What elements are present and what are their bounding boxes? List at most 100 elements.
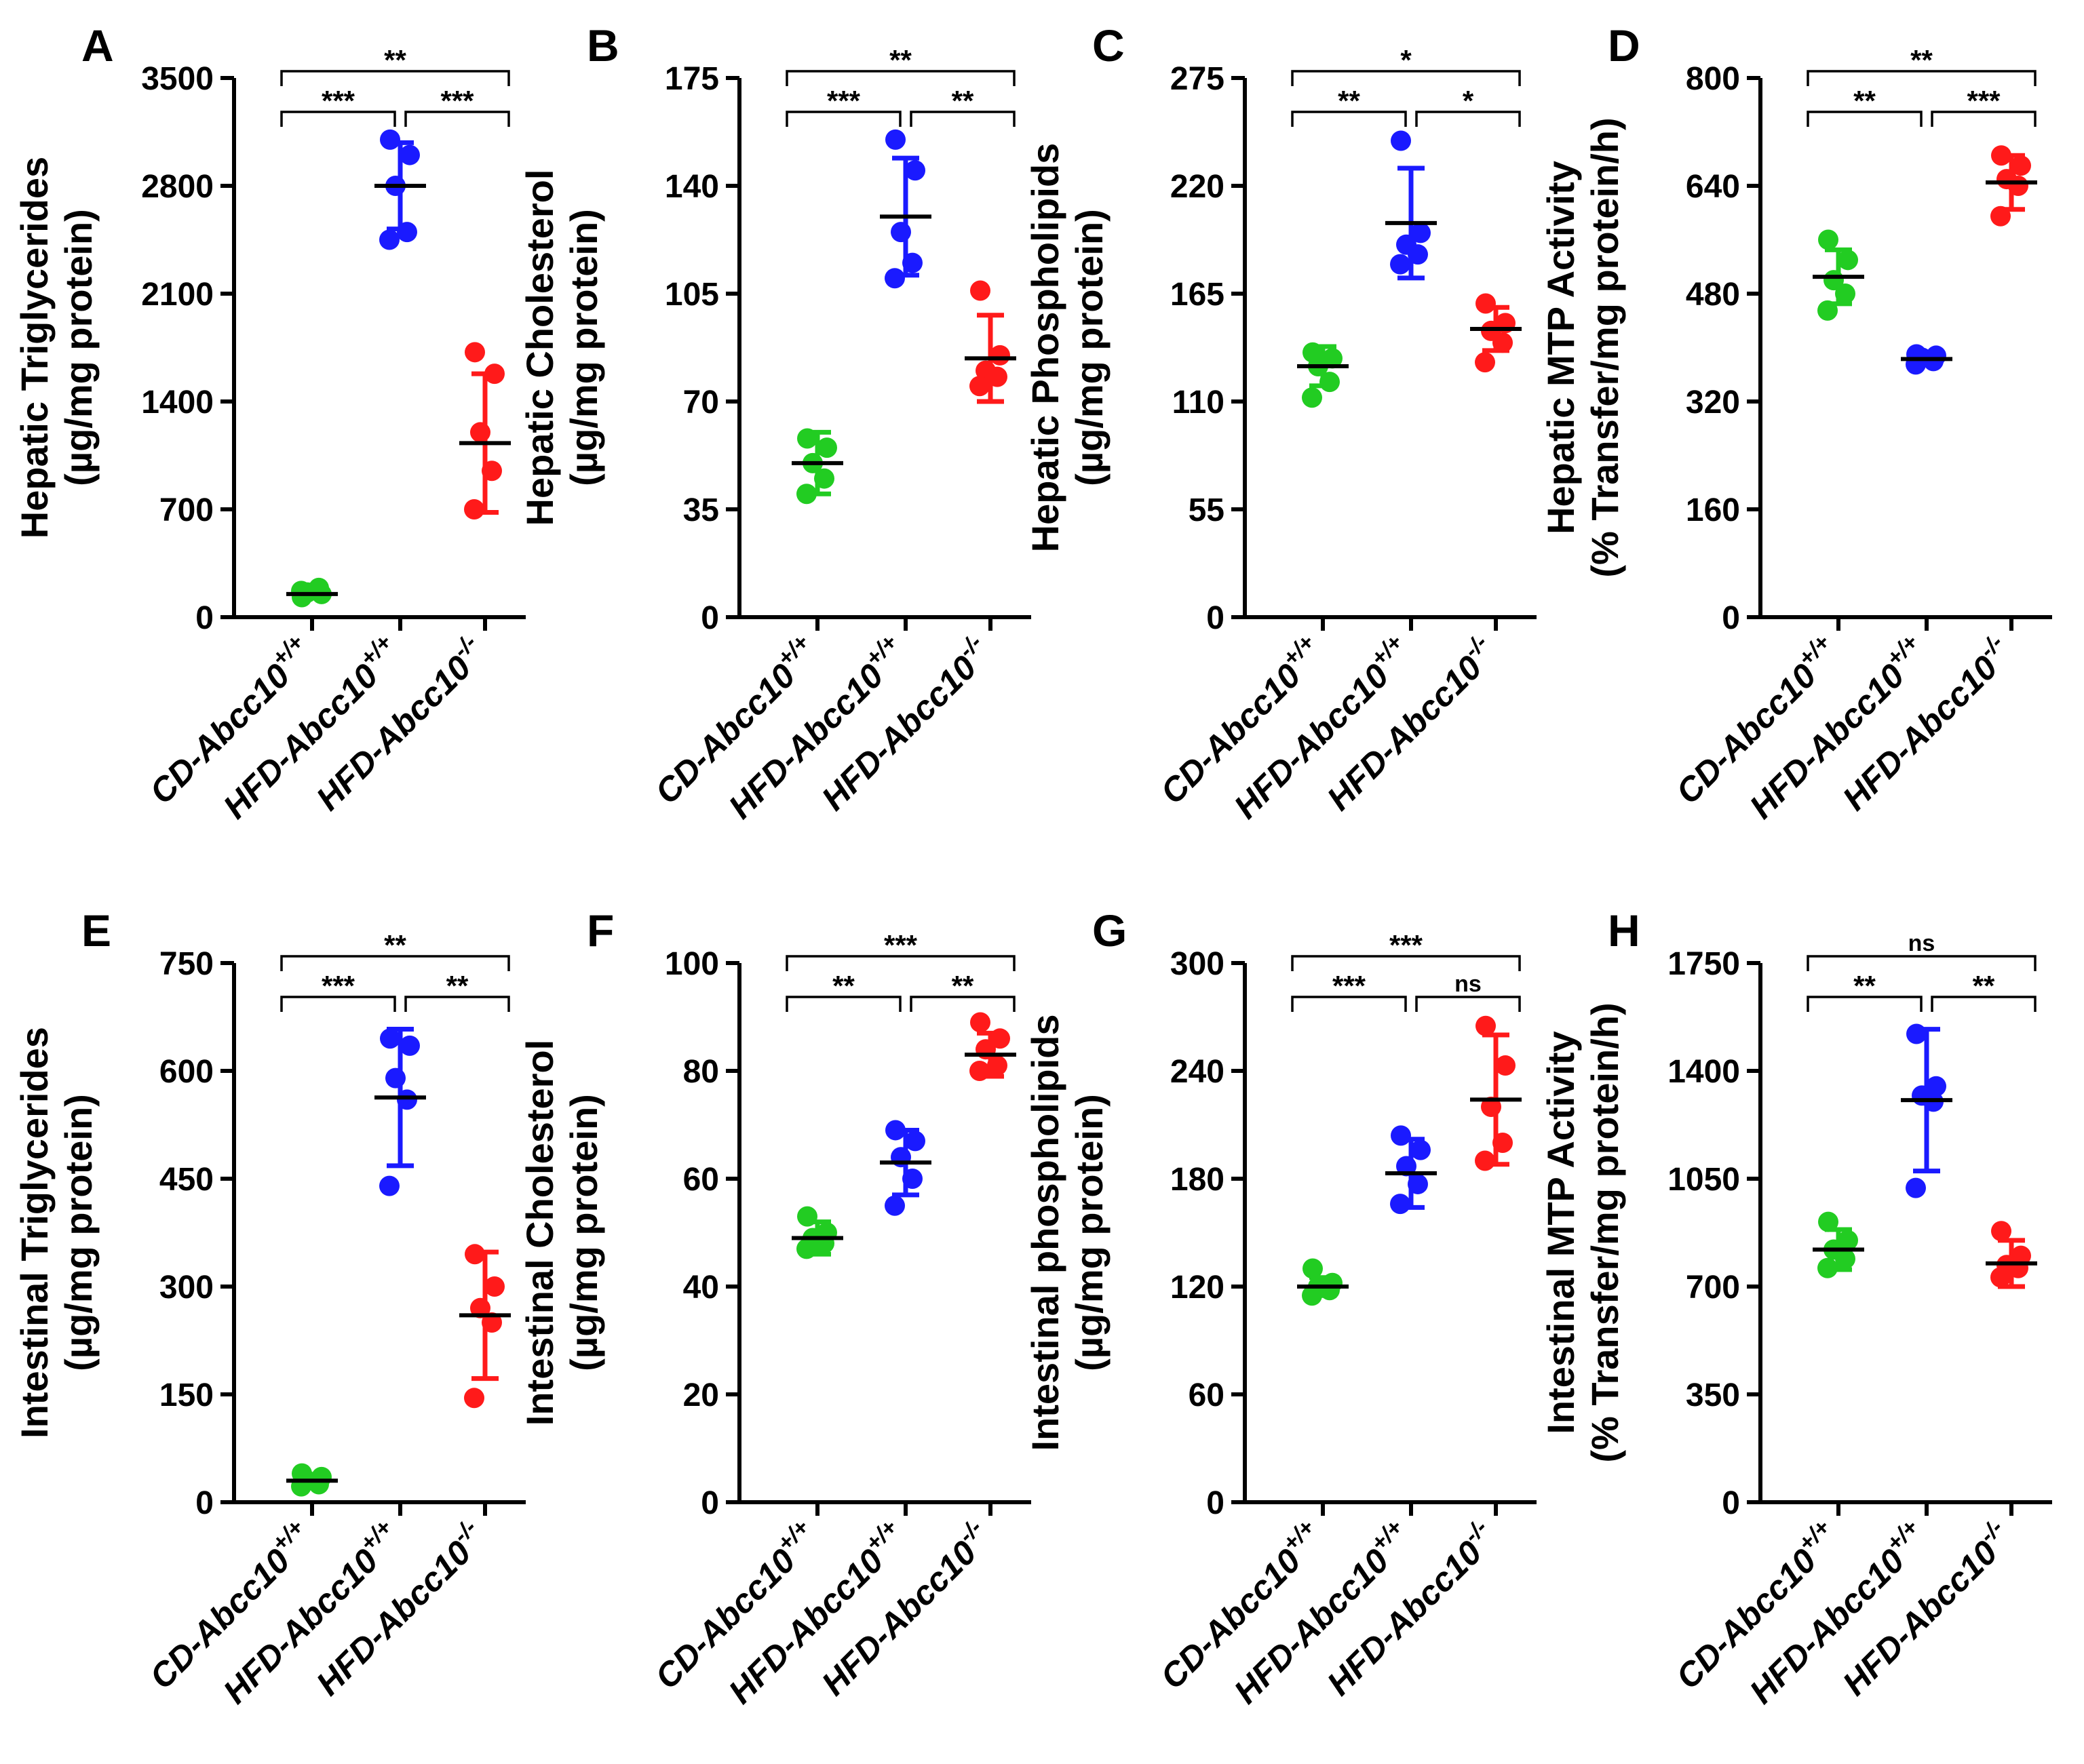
- y-tick-label: 105: [665, 277, 719, 313]
- x-category-label: CD-Abcc10+/+: [644, 629, 826, 811]
- significance-label: ***: [827, 85, 861, 117]
- significance-bracket: [1807, 996, 1923, 1012]
- data-point: [885, 129, 906, 150]
- panel-C: C 0 55 110 165 220 275 Hepatic Phospholipids (µg…: [1024, 20, 1537, 826]
- data-point: [1818, 229, 1838, 250]
- y-tick-label: 55: [1189, 492, 1224, 528]
- data-point: [1410, 222, 1431, 243]
- panel-letter: C: [1092, 20, 1125, 71]
- significance-label: **: [384, 929, 406, 961]
- data-point: [379, 229, 400, 250]
- data-point: [1410, 1139, 1431, 1160]
- significance-bracket: [280, 955, 510, 971]
- significance-bracket: [280, 111, 396, 127]
- y-tick-label: 320: [1686, 385, 1740, 420]
- y-tick-label: 750: [159, 946, 214, 982]
- y-tick-label: 100: [665, 946, 719, 982]
- significance-label: **: [1853, 85, 1876, 117]
- significance-label: **: [1973, 970, 1995, 1002]
- panel-letter: D: [1608, 20, 1640, 71]
- panel-letter: F: [587, 905, 614, 956]
- data-point: [1990, 1267, 2011, 1288]
- significance-label: **: [952, 85, 974, 117]
- y-tick-label: 350: [1686, 1377, 1740, 1413]
- significance-bracket: [404, 111, 510, 127]
- significance-bracket: [910, 111, 1016, 127]
- y-tick-label: 0: [1722, 600, 1740, 636]
- panel-letter: B: [587, 20, 619, 71]
- panel-letter: H: [1608, 905, 1640, 956]
- y-tick-label: 0: [701, 1485, 719, 1521]
- data-point: [400, 1035, 420, 1056]
- data-point: [1475, 1150, 1495, 1171]
- y-tick-label: 175: [665, 61, 719, 97]
- y-tick-label: 2100: [141, 277, 214, 313]
- y-tick-label: 480: [1686, 277, 1740, 313]
- significance-bracket: [910, 996, 1016, 1012]
- significance-bracket: [280, 70, 510, 86]
- y-tick-label: 275: [1170, 61, 1224, 97]
- y-tick-label: 0: [701, 600, 719, 636]
- y-tick-label: 1750: [1667, 946, 1740, 982]
- data-point: [969, 376, 990, 397]
- significance-label: *: [1400, 44, 1412, 76]
- data-point: [1302, 1258, 1323, 1279]
- significance-label: **: [889, 44, 912, 76]
- y-axis-title: Hepatic Phospholipids: [1024, 143, 1066, 553]
- data-point: [379, 1175, 400, 1196]
- panel-B: B 0 35 70 105 140 175 Hepatic Cholesterol (µg/mg…: [518, 20, 1031, 826]
- data-point: [1495, 1055, 1516, 1076]
- data-point: [1390, 254, 1410, 275]
- data-point: [970, 1012, 990, 1033]
- data-point: [464, 499, 484, 520]
- data-point: [1475, 1015, 1496, 1036]
- significance-label: **: [1910, 44, 1933, 76]
- y-axis-title: Intestinal Cholesterol: [518, 1040, 561, 1426]
- data-point: [817, 437, 837, 458]
- y-axis-unit: (µg/mg protein): [57, 209, 100, 486]
- y-tick-label: 2800: [141, 169, 214, 205]
- y-tick-label: 180: [1170, 1162, 1224, 1198]
- data-point: [1906, 1177, 1926, 1198]
- panel-E: E 0 150 300 450 600 750 Intestinal Triglyceride…: [13, 905, 526, 1711]
- data-point: [1906, 1023, 1927, 1044]
- y-tick-label: 0: [195, 600, 214, 636]
- significance-bracket: [786, 111, 902, 127]
- significance-label: ***: [1389, 929, 1423, 961]
- y-tick-label: 240: [1170, 1054, 1224, 1090]
- data-point: [1475, 293, 1496, 314]
- significance-label: **: [384, 44, 406, 76]
- panel-F: F 0 20 40 60 80 100 Intestinal Cholesterol (µg/m…: [518, 905, 1031, 1711]
- significance-bracket: [1415, 111, 1521, 127]
- data-point: [905, 160, 925, 181]
- panel-D: D 0 160 320 480 640 800 Hepatic MTP Activity (% …: [1539, 20, 2052, 826]
- significance-bracket: [786, 996, 902, 1012]
- y-axis-title: Intestinal phospholipids: [1024, 1015, 1066, 1451]
- significance-bracket: [1291, 955, 1521, 971]
- y-tick-label: 140: [665, 169, 719, 205]
- data-point: [484, 1276, 505, 1297]
- x-category-label: CD-Abcc10+/+: [1150, 629, 1332, 811]
- y-tick-label: 60: [1189, 1377, 1224, 1413]
- significance-bracket: [1931, 996, 2037, 1012]
- y-tick-label: 0: [1206, 1485, 1224, 1521]
- panel-A: A 0 700 1400 2100 2800 3500 Hepatic Triglycerid…: [13, 20, 526, 826]
- significance-label: ns: [1908, 930, 1935, 956]
- y-tick-label: 1400: [1667, 1054, 1740, 1090]
- data-point: [1991, 1221, 2011, 1242]
- y-tick-label: 450: [159, 1162, 214, 1198]
- data-point: [1390, 1194, 1410, 1215]
- data-point: [1391, 130, 1411, 151]
- y-axis-unit: (µg/mg protein): [1068, 209, 1111, 486]
- data-point: [465, 342, 485, 363]
- data-point: [1475, 352, 1495, 373]
- significance-bracket: [1291, 111, 1407, 127]
- data-point: [885, 1195, 905, 1216]
- significance-label: ***: [1332, 970, 1366, 1002]
- x-category-label: CD-Abcc10+/+: [1665, 1514, 1847, 1696]
- data-point: [380, 129, 400, 150]
- y-tick-label: 40: [683, 1270, 719, 1306]
- y-tick-label: 1050: [1667, 1162, 1740, 1198]
- y-tick-label: 35: [683, 492, 719, 528]
- y-tick-label: 300: [159, 1270, 214, 1306]
